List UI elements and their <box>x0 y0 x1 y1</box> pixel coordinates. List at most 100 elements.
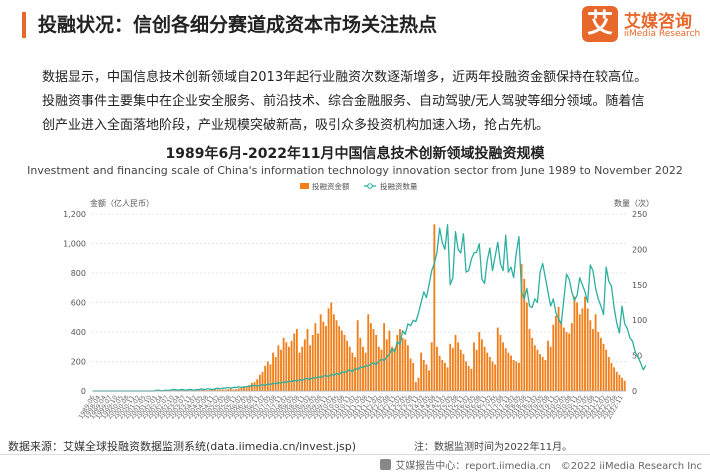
bar-amount <box>330 302 333 391</box>
y-left-tick-label: 400 <box>71 328 86 337</box>
bar-amount <box>581 308 584 391</box>
bar-amount <box>232 389 235 391</box>
bar-amount <box>592 329 594 391</box>
chart-title: 1989年6月-2022年11月中国信息技术创新领域投融资规模 <box>165 146 545 162</box>
investment-chart: 02004006008001,0001,200050100150200250金额… <box>63 181 654 420</box>
bar-amount <box>367 314 370 391</box>
bar-amount <box>473 342 475 391</box>
y-right-tick-label: 200 <box>632 245 647 254</box>
page-title: 投融状况：信创各细分赛道成资本市场关注热点 <box>38 14 438 36</box>
legend-label-amount: 投融资金额 <box>312 181 350 191</box>
bar-amount <box>441 360 444 391</box>
bar-amount <box>332 314 335 391</box>
bar-amount <box>597 332 600 391</box>
title-accent-bar <box>22 12 26 38</box>
bar-amount <box>576 302 579 391</box>
bar-amount <box>224 389 227 391</box>
bar-amount <box>388 330 391 391</box>
bar-amount <box>272 352 275 391</box>
bar-amount <box>248 385 251 391</box>
bar-amount <box>198 390 200 391</box>
footer-bar: 艾媒报告中心：report.iimedia.cn ©2022 iiMedia Re… <box>370 457 702 472</box>
legend-label-count: 投融资数量 <box>380 181 418 191</box>
bar-amount <box>557 306 560 391</box>
bar-amount <box>211 389 214 391</box>
bar-amount <box>544 360 547 391</box>
bar-amount <box>623 380 626 391</box>
bar-amount <box>377 346 380 391</box>
bar-amount <box>552 324 555 391</box>
bar-amount <box>412 362 415 391</box>
bar-amount <box>610 362 613 391</box>
bar-amount <box>568 333 571 391</box>
line-count <box>93 223 647 392</box>
chart-subtitle: Investment and financing scale of China'… <box>27 164 683 177</box>
bar-amount <box>385 339 388 391</box>
bar-amount <box>586 308 589 391</box>
bar-amount <box>354 357 356 391</box>
bar-amount <box>325 326 327 391</box>
bar-amount <box>364 352 367 391</box>
bar-amount <box>499 334 502 391</box>
bar-amount <box>533 345 536 391</box>
report-center-link[interactable]: 艾媒报告中心：report.iimedia.cn <box>395 461 551 472</box>
bar-amount <box>253 382 256 391</box>
bar-amount <box>264 365 267 391</box>
bar-amount <box>235 389 237 391</box>
bar-amount <box>438 355 441 391</box>
bar-amount <box>560 321 563 391</box>
bar-amount <box>269 364 272 391</box>
bar-amount <box>277 345 280 391</box>
bar-amount <box>274 357 277 391</box>
bar-amount <box>375 334 378 391</box>
intro-line: 创产业进入全面落地阶段，产业规模突破新高，吸引众多投资机构加速入场，抢占先机。 <box>42 118 550 133</box>
bar-amount <box>531 337 534 391</box>
y-left-tick-label: 0 <box>81 387 86 396</box>
bar-amount <box>301 346 304 391</box>
bar-amount <box>346 340 349 391</box>
copyright: ©2022 iiMedia Research Inc <box>560 461 702 472</box>
bar-amount <box>607 357 610 391</box>
y-left-tick-label: 600 <box>71 299 86 308</box>
bar-amount <box>541 357 544 391</box>
intro-line: 数据显示，中国信息技术创新领域自2013年起行业融资次数逐渐增多，近两年投融资金… <box>42 70 648 85</box>
bar-amount <box>459 349 462 391</box>
bar-amount <box>467 365 470 391</box>
bar-amount <box>430 342 433 391</box>
bar-amount <box>266 361 269 391</box>
y-right-tick-label: 100 <box>632 316 647 325</box>
bar-amount <box>483 346 486 391</box>
bar-amount <box>383 323 386 391</box>
bar-amount <box>496 327 499 391</box>
bar-amount <box>314 323 317 391</box>
bar-amount <box>206 390 208 391</box>
bar-amount <box>256 379 259 391</box>
bar-amount <box>525 302 528 391</box>
y-right-tick-label: 150 <box>632 281 647 290</box>
bar-amount <box>203 389 206 391</box>
bar-amount <box>280 349 282 391</box>
bar-amount <box>243 386 245 391</box>
bar-amount <box>615 371 618 391</box>
bar-amount <box>369 323 372 391</box>
bar-amount <box>486 352 489 391</box>
bar-amount <box>449 343 452 391</box>
bar-amount <box>504 348 507 391</box>
bar-amount <box>306 329 309 391</box>
bar-amount <box>570 323 573 391</box>
bar-amount <box>515 361 518 391</box>
bar-amount <box>372 329 375 391</box>
bar-amount <box>399 329 401 391</box>
legend-swatch-count-marker <box>367 183 373 189</box>
bar-amount <box>547 340 549 391</box>
bar-amount <box>507 352 510 391</box>
bar-amount <box>565 332 568 391</box>
bar-amount <box>309 345 312 391</box>
bar-amount <box>536 349 539 391</box>
bar-amount <box>549 346 552 391</box>
footer-divider <box>0 454 710 455</box>
bar-amount <box>602 343 605 391</box>
bar-amount <box>221 389 224 391</box>
y-right-tick-label: 0 <box>632 387 637 396</box>
bar-amount <box>420 352 423 391</box>
